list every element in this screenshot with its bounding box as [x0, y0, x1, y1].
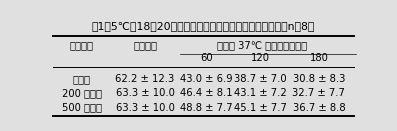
Text: 60: 60 — [200, 53, 213, 63]
Text: 46.4 ± 8.1: 46.4 ± 8.1 — [180, 88, 233, 98]
Text: 63.3 ± 10.0: 63.3 ± 10.0 — [116, 88, 174, 98]
Text: 38.7 ± 7.0: 38.7 ± 7.0 — [234, 74, 287, 84]
Text: 48.8 ± 7.7: 48.8 ± 7.7 — [180, 103, 233, 113]
Text: 43.1 ± 7.2: 43.1 ± 7.2 — [234, 88, 287, 98]
Text: 融解後 37℃ 保存時間（分）: 融解後 37℃ 保存時間（分） — [217, 40, 307, 50]
Text: 43.0 ± 6.9: 43.0 ± 6.9 — [180, 74, 233, 84]
Text: 120: 120 — [251, 53, 270, 63]
Text: 36.7 ± 8.8: 36.7 ± 8.8 — [293, 103, 345, 113]
Text: 62.2 ± 12.3: 62.2 ± 12.3 — [116, 74, 175, 84]
Text: 融解直後: 融解直後 — [133, 40, 157, 50]
Text: 63.3 ± 10.0: 63.3 ± 10.0 — [116, 103, 174, 113]
Text: 試験区分: 試験区分 — [70, 40, 94, 50]
Text: 500 ガウス: 500 ガウス — [62, 103, 102, 113]
Text: 非曝磁: 非曝磁 — [73, 74, 91, 84]
Text: 32.7 ± 7.7: 32.7 ± 7.7 — [293, 88, 345, 98]
Text: 180: 180 — [309, 53, 328, 63]
Text: 表1　5℃で18～20時間曝磁後に凍結した牛精子の生存性（n＝8）: 表1 5℃で18～20時間曝磁後に凍結した牛精子の生存性（n＝8） — [92, 21, 315, 31]
Text: 200 ガウス: 200 ガウス — [62, 88, 102, 98]
Text: 45.1 ± 7.7: 45.1 ± 7.7 — [234, 103, 287, 113]
Text: 30.8 ± 8.3: 30.8 ± 8.3 — [293, 74, 345, 84]
